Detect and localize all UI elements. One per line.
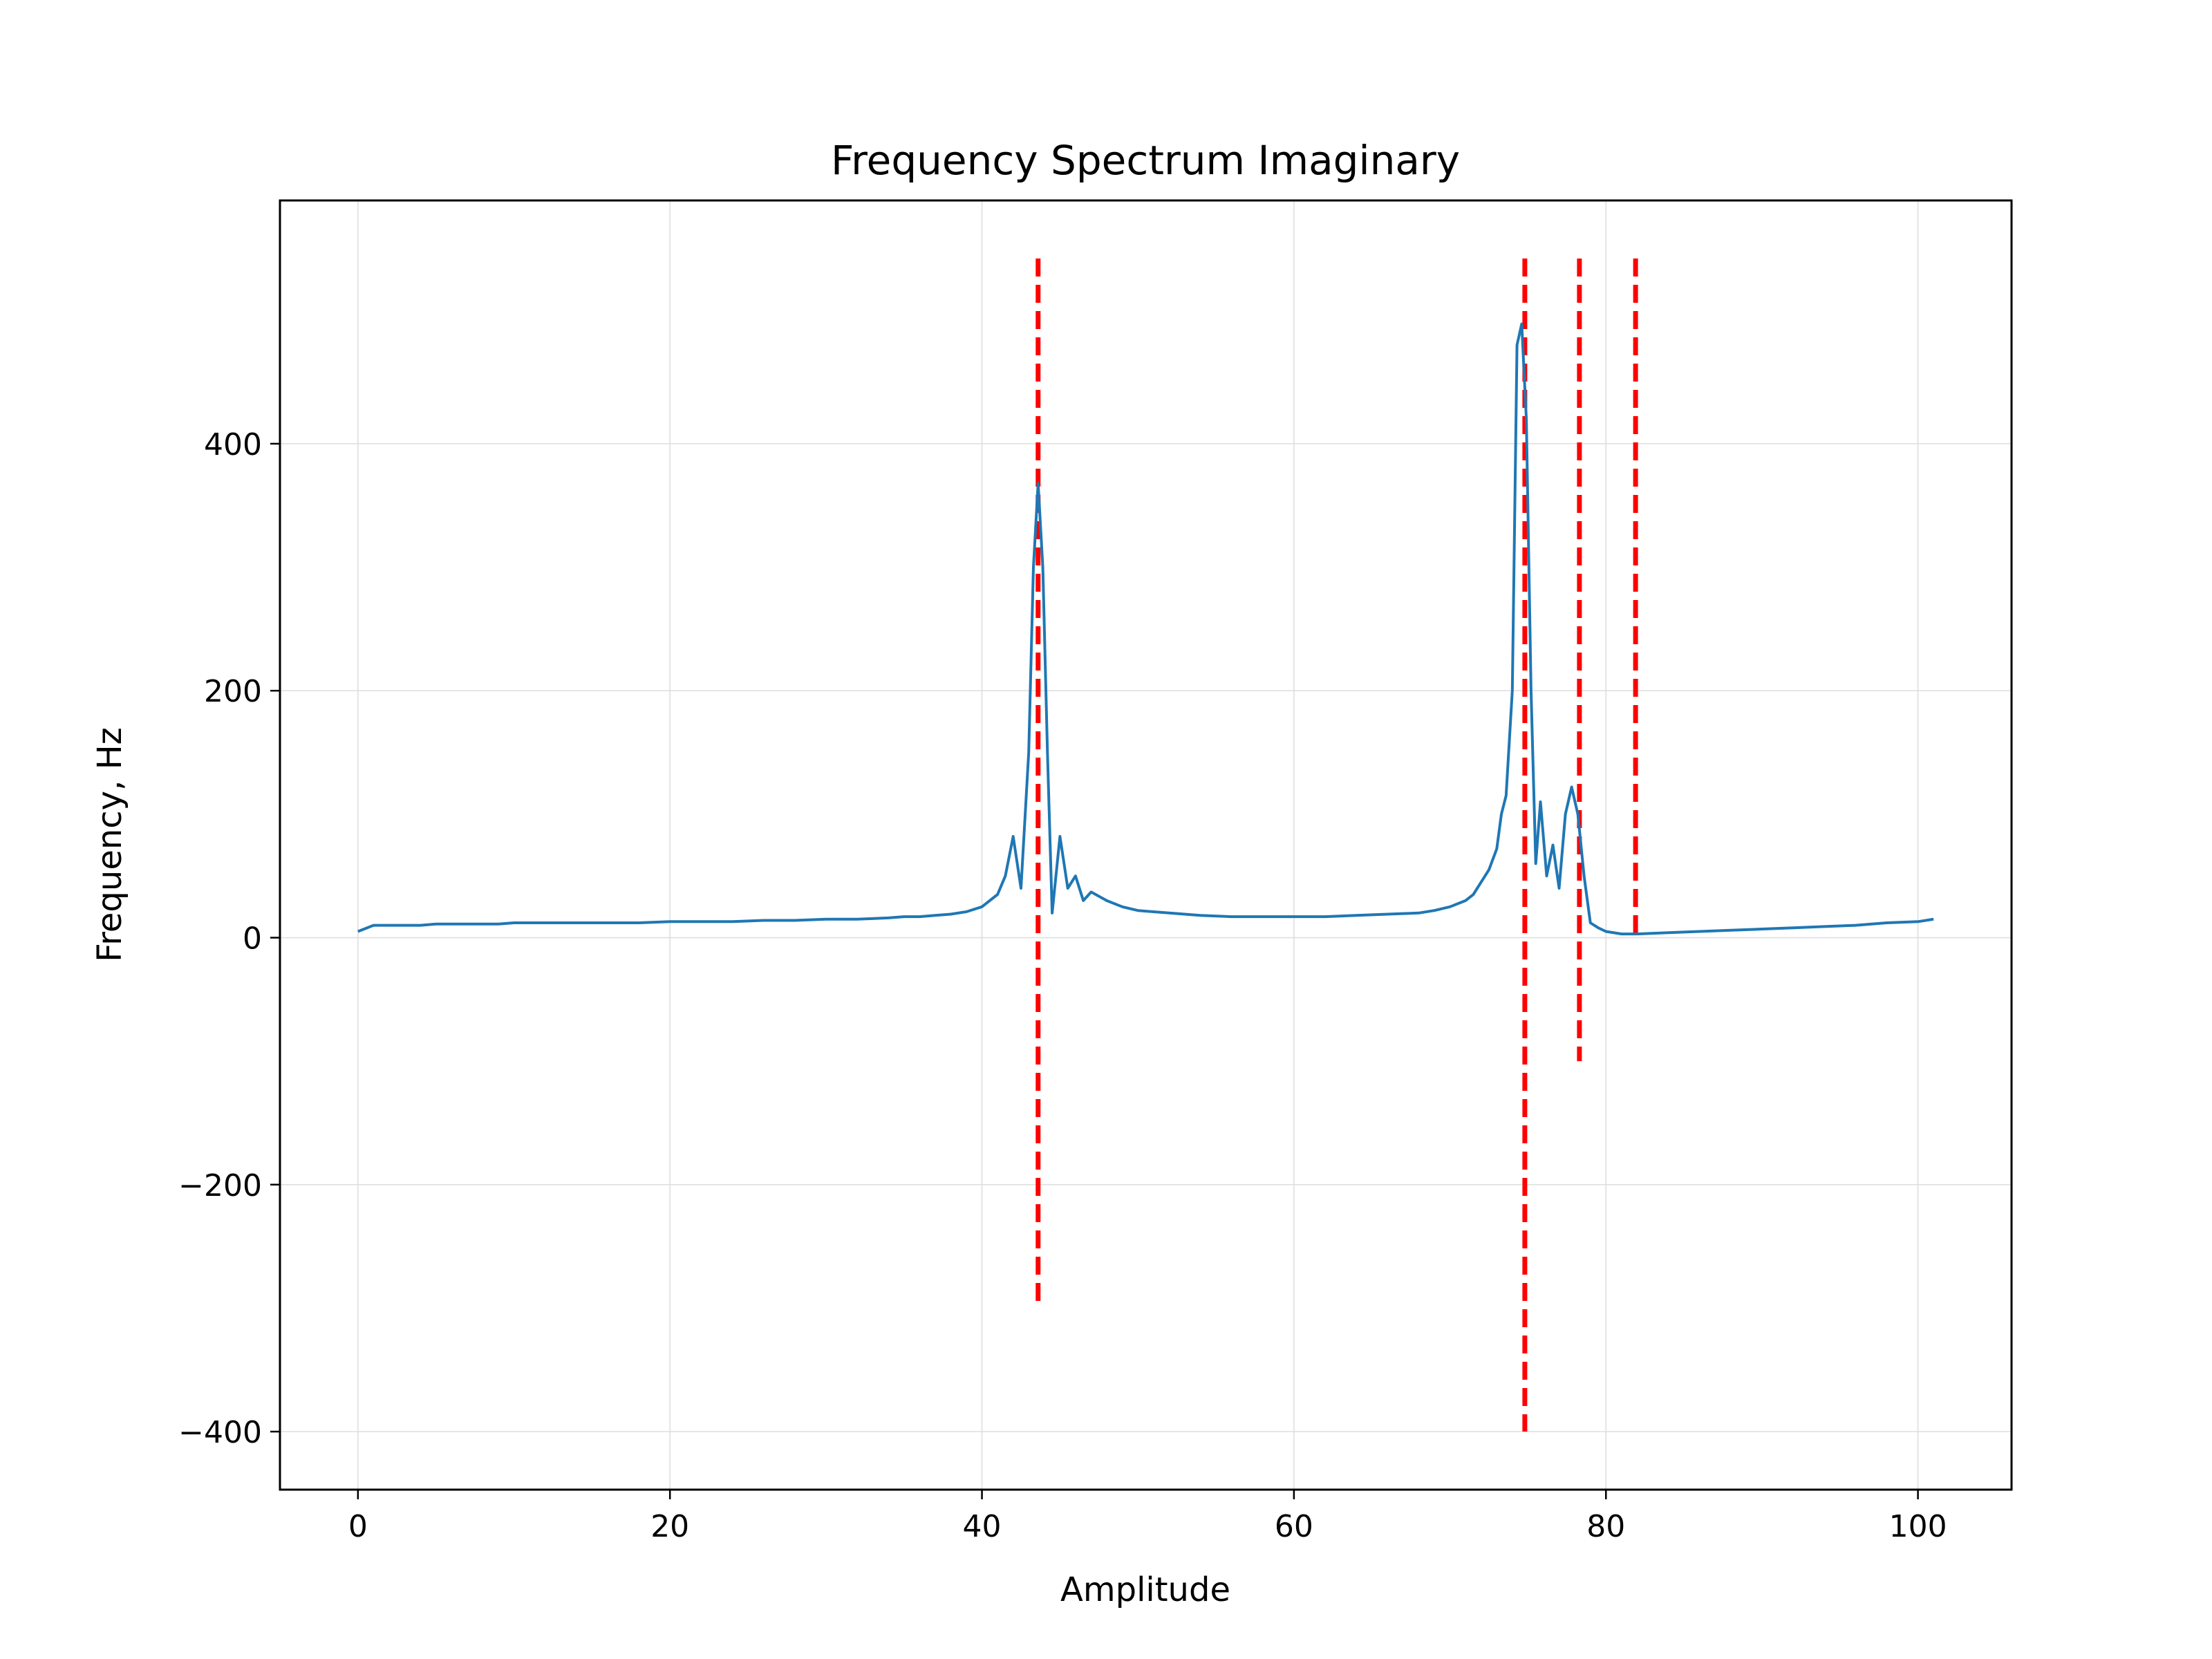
y-axis-label: Frequency, Hz xyxy=(91,727,129,962)
vertical-markers xyxy=(1035,258,1638,1432)
x-tick-label: 80 xyxy=(1586,1509,1625,1544)
ticks: 0 20 40 60 80 100 −400 −200 0 200 400 xyxy=(178,427,1947,1544)
plot-area-frame xyxy=(279,199,2013,1491)
series-line xyxy=(357,322,1934,936)
x-tick-label: 20 xyxy=(650,1509,689,1544)
x-tick-label: 60 xyxy=(1275,1509,1313,1544)
y-tick-label: −200 xyxy=(178,1168,262,1203)
y-tick-label: −400 xyxy=(178,1415,262,1450)
grid xyxy=(280,200,2012,1490)
x-tick-label: 0 xyxy=(348,1509,368,1544)
y-tick-label: 400 xyxy=(204,427,262,462)
x-tick-label: 100 xyxy=(1889,1509,1947,1544)
x-axis-label: Amplitude xyxy=(1060,1571,1230,1609)
x-tick-label: 40 xyxy=(963,1509,1002,1544)
series-layer xyxy=(357,322,1934,936)
y-tick-label: 0 xyxy=(243,921,262,956)
chart-title: Frequency Spectrum Imaginary xyxy=(831,137,1460,184)
y-tick-label: 200 xyxy=(204,674,262,709)
